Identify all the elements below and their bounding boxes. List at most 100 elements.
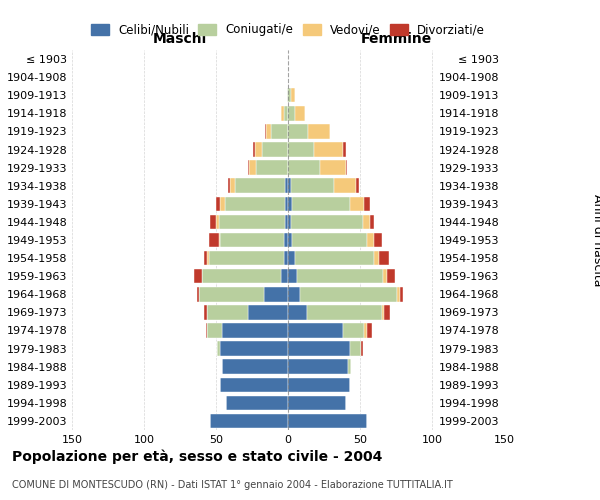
Bar [256, 160, 288, 175]
Bar [249, 160, 256, 175]
Bar [364, 323, 367, 338]
Bar [288, 214, 291, 229]
Bar [308, 124, 330, 138]
Bar [288, 323, 343, 338]
Bar [284, 251, 288, 266]
Bar [288, 305, 307, 320]
Bar [397, 287, 400, 302]
Bar [219, 214, 285, 229]
Bar [216, 196, 220, 211]
Bar [208, 323, 222, 338]
Bar [295, 106, 305, 120]
Bar [271, 124, 288, 138]
Bar [346, 160, 347, 175]
Bar [291, 214, 363, 229]
Bar [292, 196, 350, 211]
Bar [291, 88, 295, 102]
Bar [202, 269, 281, 283]
Bar [307, 305, 382, 320]
Bar [374, 233, 382, 247]
Bar [255, 142, 262, 157]
Bar [350, 196, 364, 211]
Bar [379, 251, 389, 266]
Legend: Celibi/Nubili, Coniugati/e, Vedovi/e, Divorziati/e: Celibi/Nubili, Coniugati/e, Vedovi/e, Di… [91, 24, 485, 36]
Bar [199, 287, 263, 302]
Bar [288, 414, 367, 428]
Bar [388, 269, 395, 283]
Bar [222, 360, 288, 374]
Bar [343, 142, 346, 157]
Bar [367, 233, 374, 247]
Bar [235, 178, 285, 193]
Bar [288, 196, 292, 211]
Bar [253, 142, 255, 157]
Bar [205, 305, 208, 320]
Bar [288, 178, 291, 193]
Bar [382, 305, 385, 320]
Bar [262, 142, 288, 157]
Bar [370, 214, 374, 229]
Bar [281, 106, 284, 120]
Bar [288, 124, 308, 138]
Bar [288, 251, 295, 266]
Bar [281, 269, 288, 283]
Bar [288, 378, 350, 392]
Bar [361, 342, 363, 356]
Bar [320, 160, 346, 175]
Bar [288, 160, 320, 175]
Bar [291, 178, 334, 193]
Text: Anni di nascita: Anni di nascita [590, 194, 600, 286]
Bar [197, 287, 199, 302]
Bar [383, 269, 388, 283]
Bar [285, 178, 288, 193]
Bar [299, 287, 397, 302]
Bar [194, 269, 202, 283]
Bar [219, 233, 220, 247]
Bar [374, 251, 379, 266]
Bar [284, 233, 288, 247]
Bar [363, 214, 370, 229]
Bar [220, 378, 288, 392]
Bar [288, 396, 346, 410]
Bar [292, 233, 367, 247]
Bar [205, 251, 208, 266]
Bar [350, 342, 361, 356]
Bar [222, 323, 288, 338]
Text: Maschi: Maschi [153, 32, 207, 46]
Bar [334, 178, 356, 193]
Bar [288, 106, 295, 120]
Bar [295, 251, 374, 266]
Bar [285, 196, 288, 211]
Bar [248, 160, 249, 175]
Bar [296, 269, 383, 283]
Bar [288, 360, 349, 374]
Bar [288, 269, 296, 283]
Bar [288, 287, 299, 302]
Bar [287, 88, 288, 102]
Bar [367, 323, 371, 338]
Bar [314, 142, 343, 157]
Bar [285, 214, 288, 229]
Bar [220, 196, 224, 211]
Bar [209, 233, 219, 247]
Bar [217, 342, 220, 356]
Bar [349, 360, 352, 374]
Bar [216, 214, 219, 229]
Bar [343, 323, 364, 338]
Text: Femmine: Femmine [361, 32, 431, 46]
Bar [288, 233, 292, 247]
Bar [263, 287, 288, 302]
Bar [220, 342, 288, 356]
Bar [266, 124, 271, 138]
Text: COMUNE DI MONTESCUDO (RN) - Dati ISTAT 1° gennaio 2004 - Elaborazione TUTTITALIA: COMUNE DI MONTESCUDO (RN) - Dati ISTAT 1… [12, 480, 453, 490]
Bar [265, 124, 266, 138]
Bar [364, 196, 370, 211]
Bar [288, 88, 291, 102]
Bar [284, 106, 288, 120]
Bar [220, 233, 284, 247]
Bar [209, 251, 284, 266]
Bar [206, 323, 208, 338]
Text: Popolazione per età, sesso e stato civile - 2004: Popolazione per età, sesso e stato civil… [12, 450, 382, 464]
Bar [227, 178, 230, 193]
Bar [210, 414, 288, 428]
